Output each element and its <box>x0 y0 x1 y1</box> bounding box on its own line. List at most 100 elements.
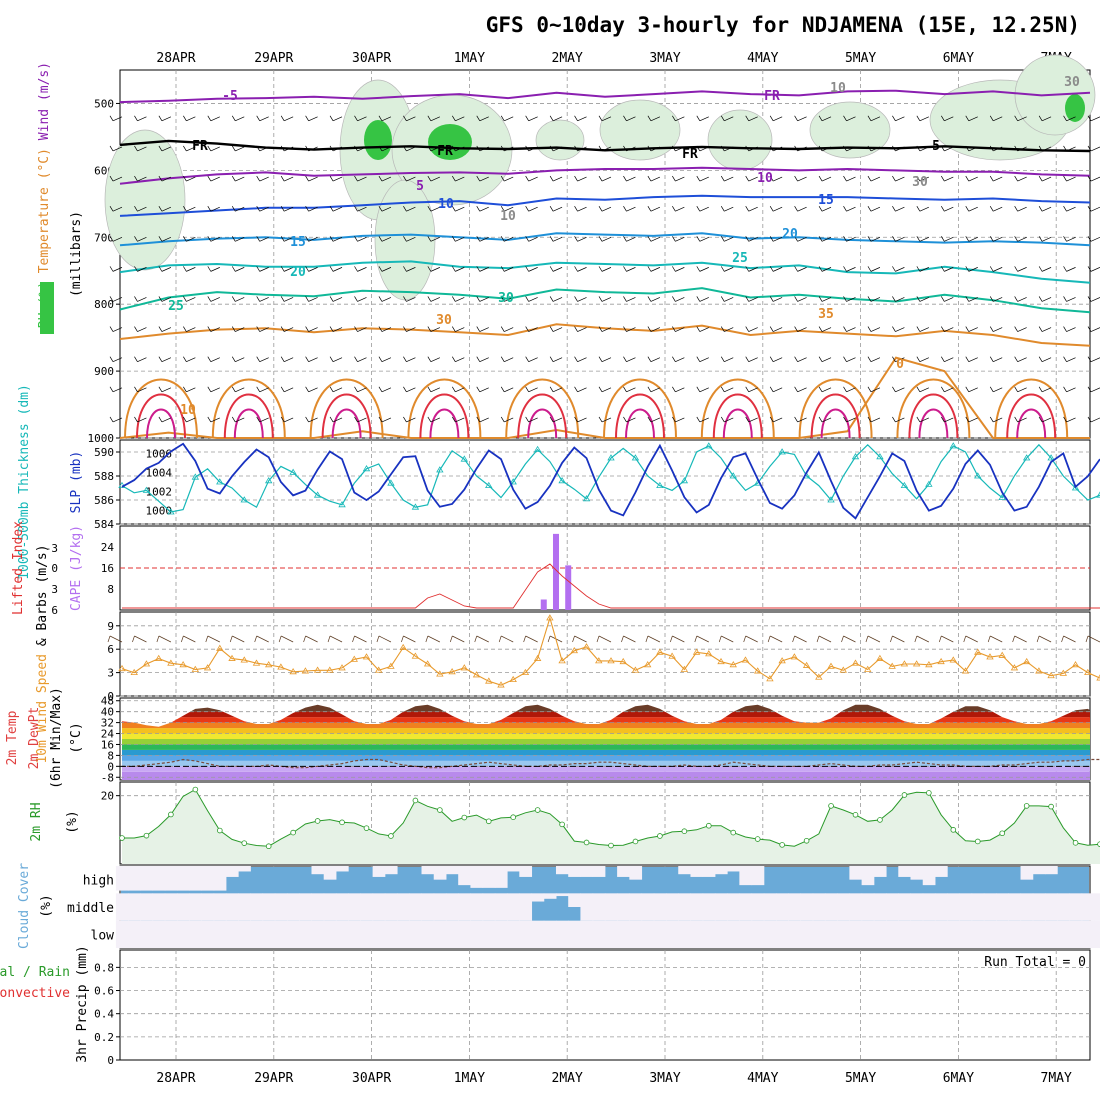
wind-speed-marker <box>289 668 297 675</box>
cloud-clear-cell <box>812 893 826 921</box>
wind-barb <box>329 356 343 363</box>
pressure-axis-label: (millibars) <box>69 211 84 297</box>
axis-label-part: 2m Temp <box>5 710 20 765</box>
cape-axis-label: CAPE (J/kg) <box>69 525 84 611</box>
cloud-clear-cell <box>1081 893 1095 921</box>
axis-label-part: 3hr Precip (mm) <box>75 945 90 1062</box>
wind-barb <box>769 145 783 152</box>
bottom-date-label: 1MAY <box>454 1071 485 1086</box>
cloud-clear-cell <box>128 893 141 921</box>
wind-barb <box>354 326 367 332</box>
wind-barb <box>1087 205 1100 212</box>
wind-speed-marker <box>154 654 163 661</box>
wind-barb <box>329 236 343 242</box>
wind-speed-marker <box>778 657 786 664</box>
run-total-label: Run Total = 0 <box>984 955 1086 970</box>
wind-barb <box>500 416 514 423</box>
diurnal-loop <box>124 378 198 439</box>
wind-barb <box>989 205 1003 212</box>
wind-barb <box>867 386 881 393</box>
wind-barb <box>280 205 294 212</box>
bottom-date-label: 3MAY <box>649 1071 680 1086</box>
axis-label-part: (m/s) <box>35 544 50 591</box>
wind-speed-marker <box>1010 664 1019 671</box>
wind-barb <box>476 145 489 152</box>
wind-speed-marker <box>790 653 799 660</box>
wind-barb <box>134 266 147 272</box>
wind-speed-marker <box>961 667 970 674</box>
cloud-clear-cell <box>763 920 777 948</box>
cape-tick-label: 24 <box>101 541 115 554</box>
wind-barb <box>109 236 123 242</box>
contour-label: 30 <box>1064 75 1080 90</box>
wind-barb <box>1014 115 1027 122</box>
wind-speed-marker <box>521 668 530 675</box>
rh2m-marker <box>559 821 565 828</box>
diurnal-loop <box>810 393 861 439</box>
cloud-clear-cell <box>812 920 826 948</box>
wind-barb <box>1014 145 1027 152</box>
wind-barb <box>329 386 343 393</box>
bottom-date-label: 7MAY <box>1041 1071 1072 1086</box>
rh2m-marker <box>779 842 785 848</box>
cape-bar <box>540 599 547 610</box>
cloud-clear-cell <box>494 920 508 948</box>
wind-barb <box>574 386 587 393</box>
bottom-date-label: 30APR <box>352 1071 391 1086</box>
thickness-marker <box>998 493 1006 501</box>
wind-barb <box>158 145 172 152</box>
wind-barb <box>647 236 661 242</box>
wind-barb <box>1014 386 1027 393</box>
wind-speed-marker <box>912 660 921 667</box>
profile-panel-day-grid <box>175 70 1057 438</box>
cloud-clear-cell <box>1020 866 1034 880</box>
wind-barb <box>598 266 612 272</box>
wind-barb <box>696 175 709 182</box>
wind10m-barb <box>621 635 636 643</box>
wind-barb <box>745 296 758 302</box>
wind-barb <box>720 326 734 332</box>
wind-barb <box>207 326 220 332</box>
cloud-clear-cell <box>384 920 398 948</box>
wind-barb <box>574 236 587 242</box>
wind-barb <box>256 205 269 212</box>
rh2m-marker <box>803 837 810 844</box>
bottom-date-label: 29APR <box>254 1071 293 1086</box>
lifted-cape-panel: 8 16 24 -3 0 3 6 Lifted Index CAPE (J/kg) <box>11 521 1100 617</box>
wind-barb <box>867 296 881 302</box>
cloud-clear-cell <box>776 893 789 921</box>
temp-unit-label: (°C) <box>69 722 84 753</box>
wind-barb <box>818 416 832 423</box>
wind-barb <box>598 145 612 152</box>
wind-barb <box>231 145 245 152</box>
wind-barb <box>207 175 220 182</box>
thickness-line <box>121 443 1100 513</box>
wind10m-barb <box>181 635 196 643</box>
rh-core <box>428 124 472 160</box>
wind-barb <box>647 386 661 393</box>
precip-legend-total: Total / Rain <box>0 965 70 980</box>
top-date-label: 6MAY <box>943 51 974 66</box>
wind-speed-marker <box>741 656 750 663</box>
cloud-clear-cell <box>372 920 386 948</box>
wind-speed-marker <box>656 648 664 655</box>
wind-barb <box>231 175 245 182</box>
precip-legend-convective: Convective <box>0 986 70 1001</box>
wind-barb <box>916 266 929 272</box>
cloud-clear-cell <box>421 866 435 875</box>
bottom-date-axis: 28APR 29APR 30APR 1MAY 2MAY 3MAY 4MAY 5MAY 6MAY 7… <box>156 1071 1072 1086</box>
cloud-clear-cell <box>568 920 581 948</box>
wind-speed-marker <box>216 644 224 651</box>
wind-barb <box>256 115 269 122</box>
wind-barb <box>843 296 856 302</box>
wind-barb <box>843 205 856 212</box>
contour-label: 5 <box>932 139 940 154</box>
wind-barb <box>769 296 783 302</box>
wind-barb <box>305 416 318 423</box>
rh-area <box>535 119 585 161</box>
chart-title: GFS 0~10day 3-hourly for NDJAMENA (15E, … <box>486 13 1080 37</box>
axis-label-part: 2m DewPt <box>27 707 42 770</box>
wind-barb <box>574 356 587 363</box>
thickness-marker <box>582 495 591 502</box>
wind-axis-label: 10m Wind Speed & Barbs (m/s) <box>35 544 50 763</box>
